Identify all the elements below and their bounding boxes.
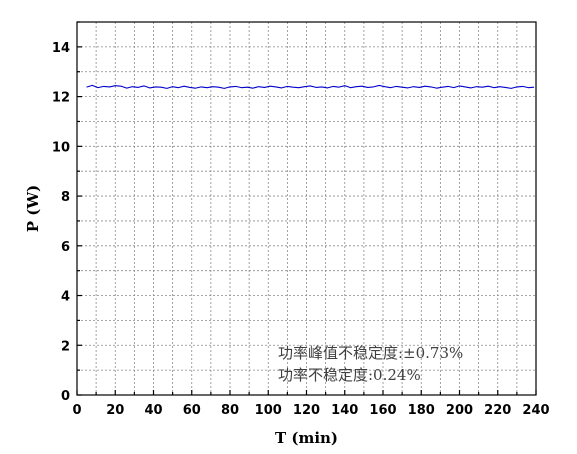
x-tick-label: 240	[522, 403, 549, 418]
x-tick-label: 160	[369, 403, 396, 418]
x-tick-label: 120	[293, 403, 320, 418]
y-tick-label: 4	[61, 290, 70, 305]
y-tick-label: 12	[52, 91, 70, 106]
grid-lines	[77, 22, 536, 395]
y-tick-label: 6	[61, 240, 70, 255]
y-tick-label: 2	[61, 339, 70, 354]
axis-ticks	[76, 21, 537, 396]
annotation-instability: 功率不稳定度:0.24%	[278, 366, 421, 384]
tick-labels: 0 20 40 60 80 100 120 140 160 180 200 220 240 0 2 4 6 8 10…	[52, 41, 550, 418]
series-line	[86, 84, 535, 89]
y-axis-label: P (W)	[24, 185, 42, 233]
y-tick-label: 8	[61, 190, 70, 205]
series-layer	[86, 84, 535, 89]
x-tick-label: 60	[183, 403, 201, 418]
x-tick-label: 80	[221, 403, 239, 418]
x-tick-label: 200	[446, 403, 473, 418]
x-tick-label: 40	[144, 403, 162, 418]
annotation-peak-instability: 功率峰值不稳定度:±0.73%	[278, 344, 463, 362]
x-tick-label: 20	[106, 403, 124, 418]
y-tick-label: 14	[52, 41, 70, 56]
x-axis-label: T (min)	[275, 429, 338, 447]
y-tick-label: 10	[52, 140, 70, 155]
x-tick-label: 100	[255, 403, 282, 418]
x-tick-label: 0	[72, 403, 81, 418]
x-tick-label: 220	[484, 403, 511, 418]
x-tick-label: 180	[408, 403, 435, 418]
y-tick-label: 0	[61, 389, 70, 404]
x-tick-label: 140	[331, 403, 358, 418]
